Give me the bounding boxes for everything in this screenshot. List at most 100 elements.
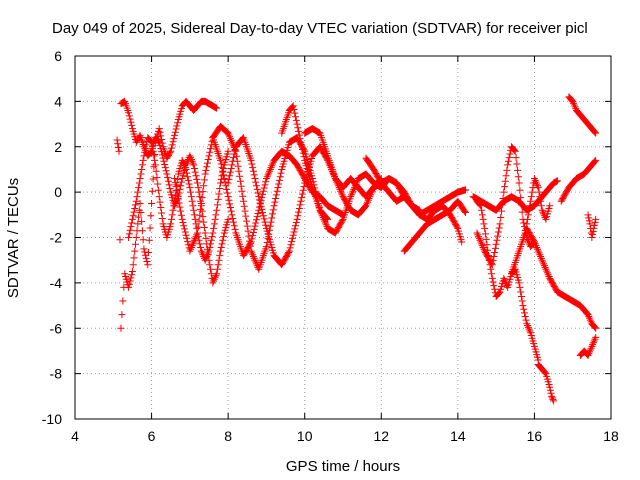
data-point-interp — [347, 191, 355, 199]
data-point-interp — [176, 203, 184, 211]
data-series — [473, 197, 542, 364]
data-point-interp — [141, 148, 149, 156]
data-point-interp — [125, 112, 133, 120]
data-series — [557, 156, 600, 205]
data-point-interp — [193, 231, 201, 239]
data-point-interp — [165, 181, 173, 189]
data-point — [247, 238, 255, 246]
data-point — [224, 215, 232, 223]
data-point — [136, 199, 144, 207]
data-point-interp — [204, 249, 212, 257]
data-point — [209, 279, 217, 287]
data-point-interp — [569, 99, 577, 107]
data-point-interp — [297, 138, 305, 146]
data-point-interp — [170, 135, 178, 143]
data-point-interp — [202, 166, 210, 174]
data-point-interp — [541, 214, 549, 222]
data-point-interp — [161, 164, 169, 172]
data-point-interp — [525, 206, 533, 214]
data-point-interp — [287, 241, 295, 249]
data-point-interp — [487, 265, 495, 273]
data-point-interp — [166, 149, 174, 157]
data-point-interp — [187, 243, 195, 251]
data-point-interp — [492, 240, 500, 248]
data-point-interp — [286, 244, 294, 252]
data-point-interp — [187, 193, 195, 201]
data-point-interp — [294, 124, 302, 132]
data-point-interp — [226, 204, 234, 212]
data-point-interp — [513, 160, 521, 168]
data-point-interp — [524, 322, 532, 330]
data-point-interp — [169, 138, 177, 146]
data-point-interp — [591, 128, 599, 136]
x-tick-label: 16 — [527, 428, 543, 444]
data-point — [588, 234, 596, 241]
tick-layer: 4 6 8 10 12 14 16 18 -10 -8 -6 -4 -2 0 2 4 6 — [42, 48, 619, 444]
data-point-interp — [298, 145, 306, 153]
data-point-interp — [477, 238, 485, 246]
data-point-interp — [211, 215, 219, 223]
data-point-interp — [337, 187, 345, 195]
data-point-interp — [266, 165, 274, 173]
data-point-interp — [227, 165, 235, 173]
data-point-interp — [545, 273, 553, 281]
data-point-interp — [479, 243, 487, 251]
data-point-interp — [518, 208, 526, 216]
data-point-interp — [138, 161, 146, 169]
data-point-interp — [526, 202, 534, 210]
data-point-interp — [478, 206, 486, 214]
data-point-interp — [490, 253, 498, 261]
data-point — [262, 243, 270, 251]
data-point — [224, 193, 232, 201]
data-point-interp — [220, 171, 228, 179]
data-point-interp — [262, 178, 270, 186]
data-point-interp — [516, 186, 524, 194]
data-point-interp — [210, 277, 218, 285]
data-point — [205, 247, 213, 255]
data-point-interp — [114, 144, 122, 152]
data-point-interp — [125, 280, 133, 288]
data-point-interp — [191, 215, 199, 223]
data-point-interp — [585, 214, 593, 222]
data-point-interp — [146, 149, 154, 157]
data-point — [140, 245, 148, 253]
grid-layer — [75, 56, 611, 419]
data-point-interp — [297, 197, 305, 205]
data-point — [586, 220, 594, 228]
data-point-interp — [590, 322, 598, 330]
data-point-interp — [207, 265, 215, 273]
data-point-interp — [180, 225, 188, 233]
data-point-interp — [243, 217, 251, 225]
data-point-interp — [488, 270, 496, 278]
data-point-interp — [173, 187, 181, 195]
data-point — [186, 184, 194, 192]
data-point-interp — [292, 219, 300, 227]
data-point — [224, 147, 232, 155]
data-point-interp — [200, 224, 208, 232]
data-point — [186, 152, 194, 160]
data-point-interp — [591, 218, 599, 226]
data-point-interp — [236, 177, 244, 185]
data-point-interp — [221, 178, 229, 186]
data-point-interp — [364, 196, 372, 204]
data-point-interp — [475, 234, 483, 242]
data-point-interp — [218, 240, 226, 248]
data-point-interp — [271, 198, 279, 206]
data-point-interp — [478, 242, 486, 250]
data-point-interp — [294, 212, 302, 220]
data-point-interp — [295, 208, 303, 216]
data-point — [213, 270, 221, 278]
data-point-interp — [239, 192, 247, 200]
data-point-interp — [126, 115, 134, 123]
data-point-interp — [215, 190, 223, 198]
data-point-interp — [179, 219, 187, 227]
data-point-interp — [248, 160, 256, 168]
data-point-interp — [133, 193, 141, 201]
data-point-interp — [189, 202, 197, 210]
data-point-interp — [249, 232, 257, 240]
data-point-interp — [160, 157, 168, 165]
data-point-interp — [586, 316, 594, 324]
data-point-interp — [236, 172, 244, 180]
data-point-interp — [248, 235, 256, 243]
data-point-interp — [154, 180, 162, 188]
